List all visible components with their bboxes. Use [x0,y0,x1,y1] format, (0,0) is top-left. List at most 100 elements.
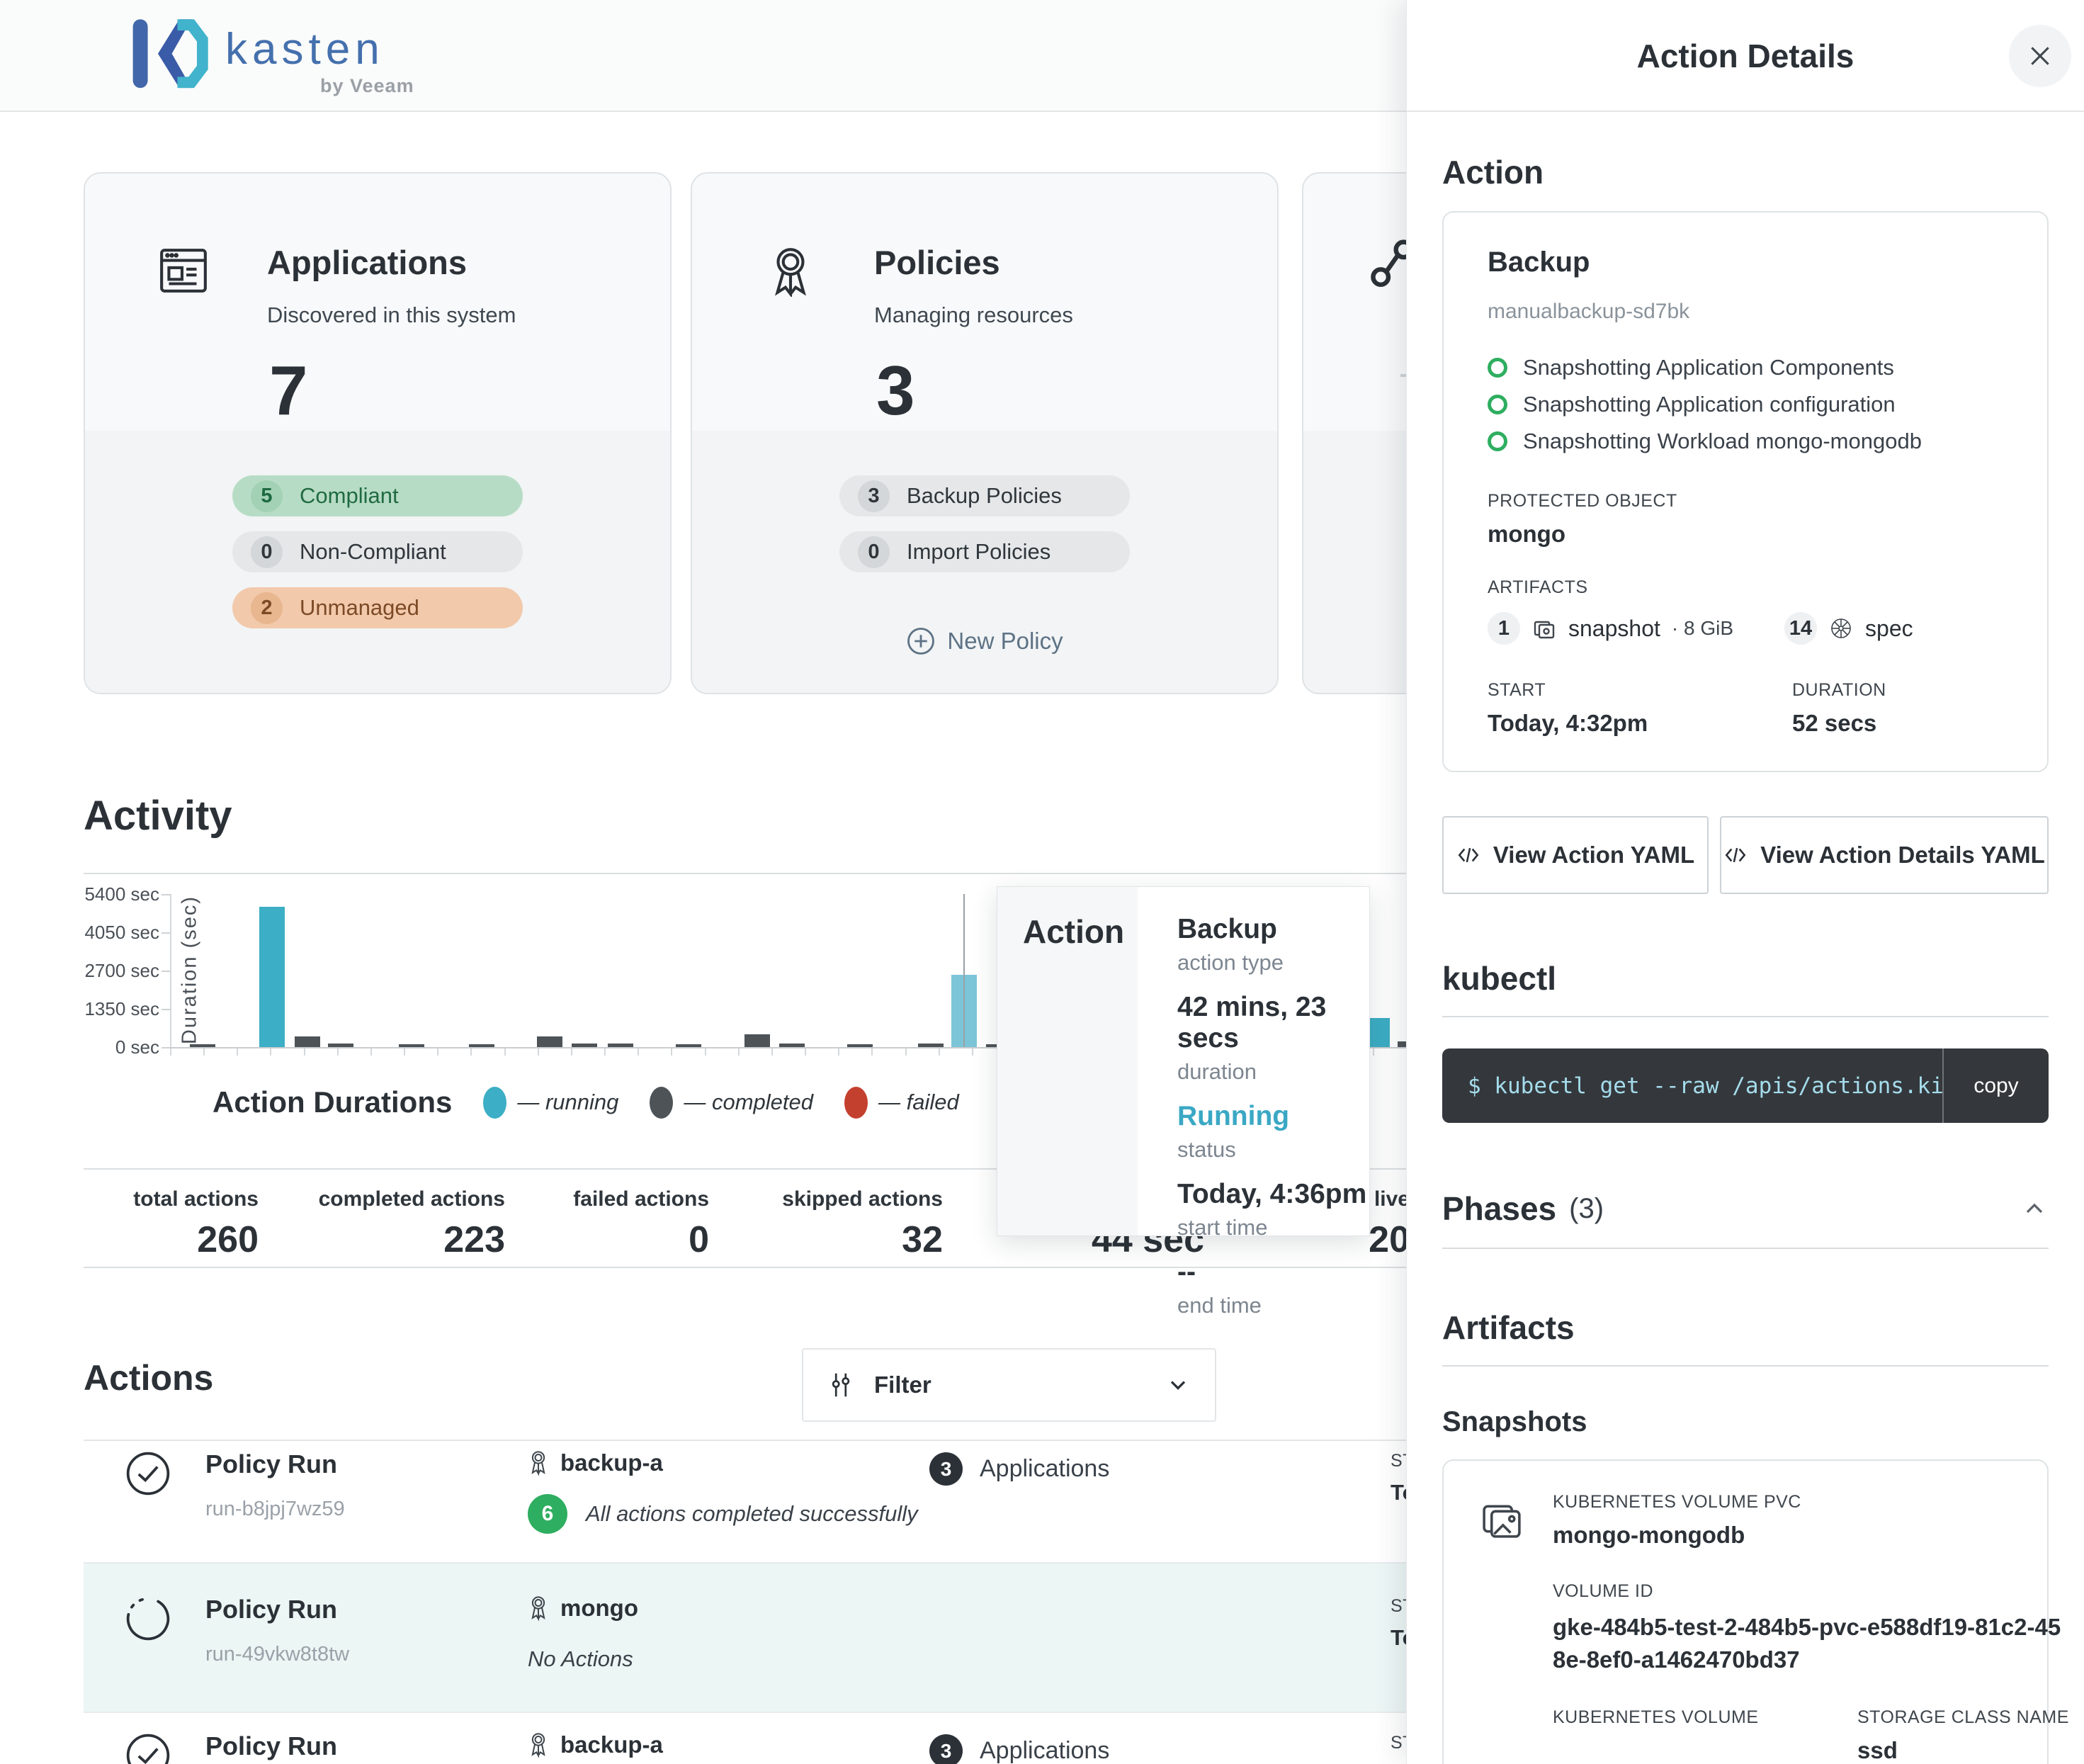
storage-class-value: ssd [1857,1737,1898,1764]
tooltip-row: Running status [1177,1101,1369,1163]
copy-button[interactable]: copy [1942,1048,2049,1123]
duration-bar[interactable] [608,1044,633,1047]
duration-bar[interactable] [779,1044,805,1047]
y-axis-tick-label: 2700 sec [84,960,159,981]
x-axis-tick [1373,1048,1374,1056]
kubectl-heading: kubectl [1442,959,2049,1017]
stat-label: failed actions [573,1187,709,1211]
y-axis-line [170,894,171,1048]
duration-bar[interactable] [847,1044,873,1047]
duration-bar[interactable] [537,1036,562,1047]
duration-bar[interactable] [572,1044,597,1047]
legend-entry: — failed [844,1086,959,1119]
artifact-count: 14 [1784,612,1818,645]
snapshot-image-icon [1479,1492,1524,1764]
kubectl-command[interactable]: $ kubectl get --raw /apis/actions.kio.ka… [1468,1073,1942,1099]
logo-wordmark: kasten [225,25,385,74]
chart-tooltip: Action Backup action type 42 mins, 23 se… [997,886,1370,1318]
phase-progress-list: Snapshotting Application Components Snap… [1488,355,2003,454]
tooltip-title: Action [1023,913,1125,950]
duration-bar[interactable] [676,1044,701,1047]
activity-stats: total actions 260 completed actions 223 … [84,1187,1410,1267]
activity-stat: skipped actions 32 [730,1187,943,1261]
applications-card[interactable]: Applications Discovered in this system 7… [84,172,672,694]
artifact-count: 1 [1488,612,1520,645]
applications-count: 7 [269,351,308,429]
y-axis-tick [162,1047,170,1048]
duration-bar[interactable] [469,1044,494,1047]
policies-badges: 3 Backup Policies 0 Import Policies [692,475,1277,587]
x-axis-tick [170,1048,171,1056]
tooltip-value: -- [1177,1257,1196,1287]
code-icon [1725,847,1746,863]
legend-title: Action Durations [213,1085,453,1119]
action-type: Policy Run [205,1449,338,1479]
logo-byline: by Veeam [320,75,414,96]
tooltip-label: action type [1177,950,1284,975]
x-axis-tick [337,1048,339,1056]
chevron-up-icon[interactable] [2020,1194,2049,1223]
pill-count: 2 [251,592,283,624]
pvc-value: mongo-mongodb [1553,1522,1745,1548]
x-axis-tick [437,1048,438,1056]
stat-value: 32 [902,1219,943,1260]
tooltip-value: Running [1177,1101,1290,1131]
activity-stat: failed actions 0 [497,1187,709,1261]
duration-bar[interactable] [190,1044,215,1047]
duration-bar[interactable] [399,1044,424,1047]
x-axis-tick [304,1048,305,1056]
policies-card[interactable]: Policies Managing resources 3 3 Backup P… [691,172,1279,694]
phase-item: Snapshotting Application Components [1488,355,2003,380]
status-pill[interactable]: 2 Unmanaged [232,587,523,628]
action-type: Policy Run [205,1731,338,1760]
view-action-details-yaml-button[interactable]: View Action Details YAML [1720,816,2049,894]
storage-class-label: STORAGE CLASS NAME [1857,1707,2069,1728]
duration-value: 52 secs [1792,710,1877,736]
x-axis-tick [604,1048,606,1056]
phases-count: (3) [1569,1192,1604,1224]
status-pill[interactable]: 0 Non-Compliant [232,531,523,572]
legend-dot-icon [844,1086,868,1119]
kubectl-terminal: $ kubectl get --raw /apis/actions.kio.ka… [1442,1048,2049,1123]
code-icon [1458,847,1479,863]
duration-bar[interactable] [918,1044,944,1047]
running-spinner-icon [124,1595,172,1643]
action-row[interactable]: Policy Run run-49vkw8t8tw mongo No Actio… [84,1562,1473,1713]
applications-subtitle: Discovered in this system [267,303,516,327]
duration-bar[interactable] [259,907,285,1047]
close-button[interactable] [2009,25,2071,87]
action-row[interactable]: Policy Run run-b8jpj7wz59 backup-a 6 All… [84,1441,1473,1562]
tooltip-label: end time [1177,1293,1262,1318]
policy-award-icon [528,1731,549,1758]
applications-count-badge: 3 [929,1734,963,1764]
status-pill[interactable]: 3 Backup Policies [839,475,1130,516]
status-pill[interactable]: 0 Import Policies [839,531,1130,572]
x-axis-tick [370,1048,372,1056]
duration-bar[interactable] [744,1034,770,1047]
legend-label: — failed [878,1090,959,1114]
action-row[interactable]: Policy Run backup-a 3 Applications ST [84,1713,1473,1764]
duration-bar[interactable] [295,1036,320,1047]
stat-value: 0 [689,1219,709,1260]
filter-button[interactable]: Filter [802,1348,1216,1422]
phases-section-header[interactable]: Phases (3) [1442,1189,2049,1249]
kubernetes-icon [1828,616,1854,641]
pill-count: 0 [251,536,283,568]
tooltip-header: Action [997,887,1138,1236]
plus-circle-icon [906,626,936,656]
chart-plot [170,894,1423,1056]
tooltip-row: 42 mins, 23 secs duration [1177,992,1369,1085]
kasten-logo-icon[interactable] [131,16,209,94]
x-axis-tick [871,1048,873,1056]
protected-object-value: mongo [1488,521,1565,547]
view-action-yaml-button[interactable]: View Action YAML [1442,816,1709,894]
policies-award-icon [764,244,817,297]
new-policy-button[interactable]: New Policy [692,626,1277,656]
duration-bar[interactable] [328,1044,353,1047]
new-policy-label: New Policy [947,628,1063,654]
activity-stat: completed actions 223 [293,1187,505,1261]
applications-icon [157,244,210,297]
result-text: All actions completed successfully [586,1501,918,1526]
status-pill[interactable]: 5 Compliant [232,475,523,516]
